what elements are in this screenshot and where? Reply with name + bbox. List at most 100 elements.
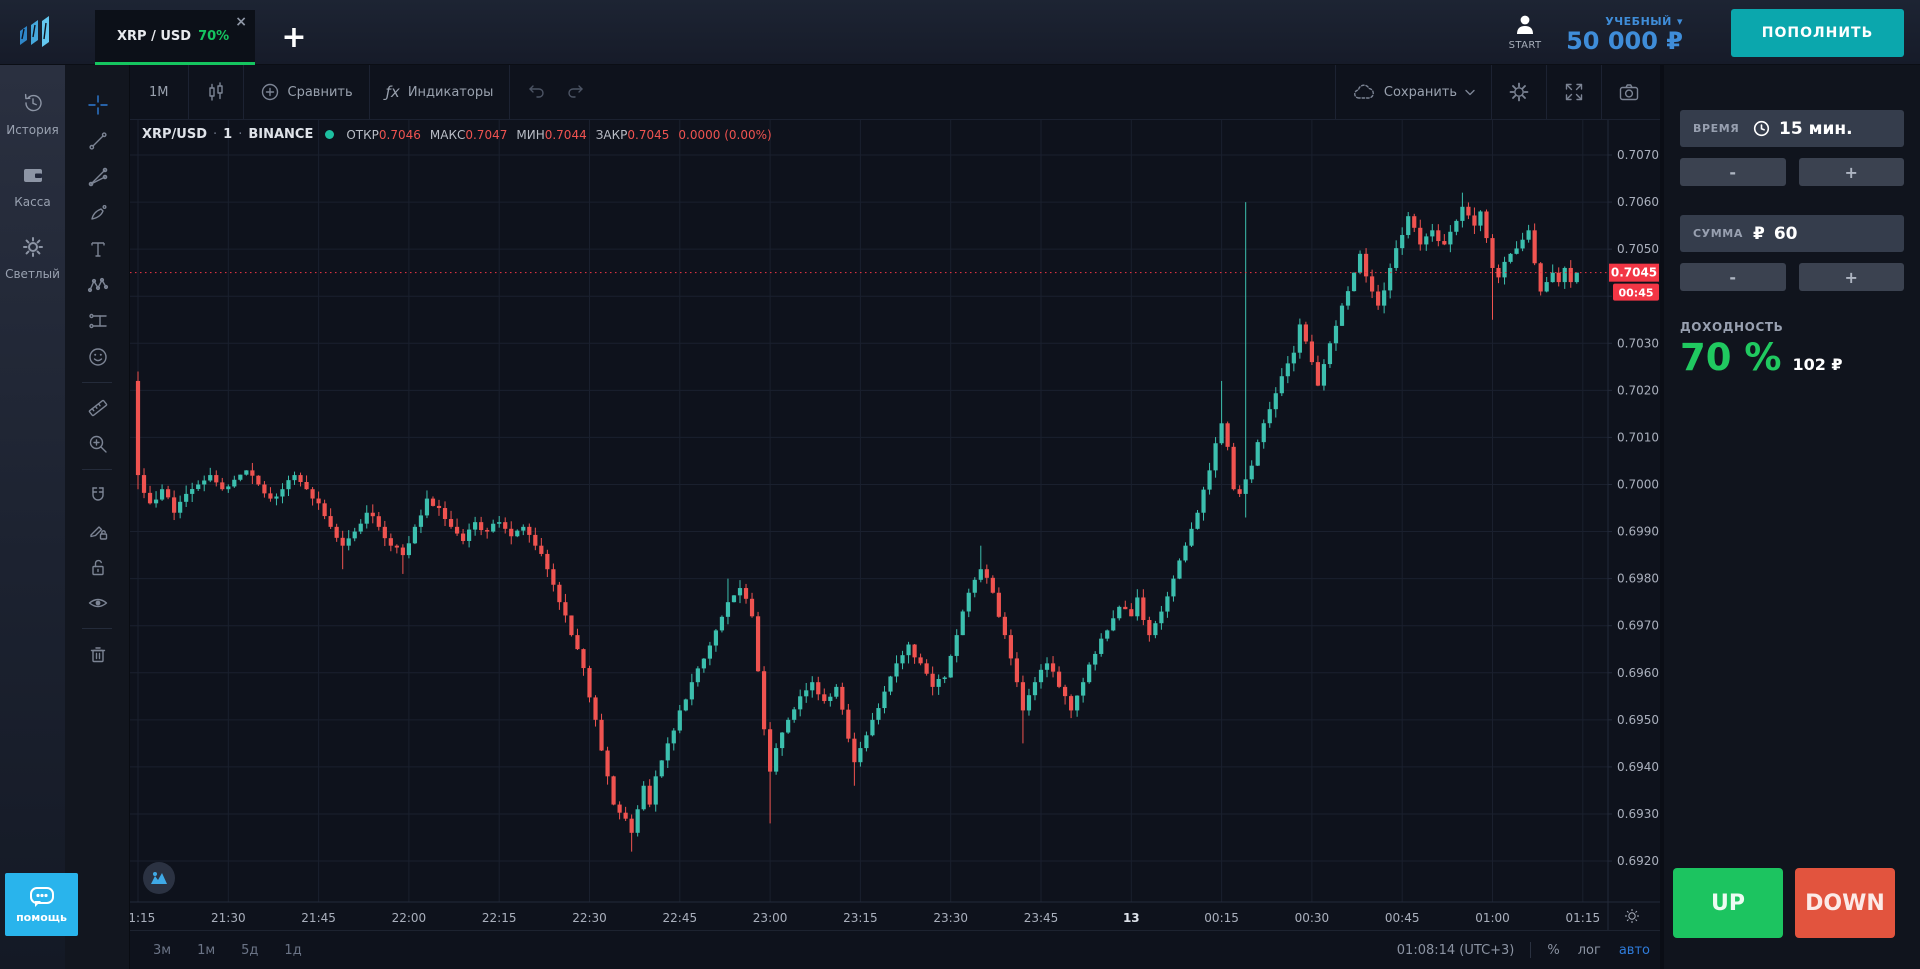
range-5d-button[interactable]: 5д: [241, 942, 259, 958]
ruler-icon: [88, 399, 107, 417]
svg-text:0.7010: 0.7010: [1617, 430, 1659, 444]
svg-text:0.6960: 0.6960: [1617, 666, 1659, 680]
amount-field[interactable]: СУММА ₽ 60: [1680, 215, 1904, 252]
svg-text:21:45: 21:45: [301, 911, 336, 925]
pencil-lock-icon: [89, 526, 107, 540]
sidebar-item-history[interactable]: История: [0, 91, 65, 137]
up-button[interactable]: UP: [1673, 868, 1783, 938]
clock-utc-label[interactable]: 01:08:14 (UTC+3): [1396, 942, 1515, 958]
indicators-label: Индикаторы: [407, 84, 494, 100]
range-1m-button[interactable]: 1м: [197, 942, 216, 958]
time-increase-button[interactable]: +: [1798, 158, 1904, 186]
lock-open-icon: [91, 559, 104, 576]
asset-tab-xrp-usd[interactable]: XRP / USD 70% ×: [95, 10, 255, 65]
time-field[interactable]: ВРЕМЯ 15 мин.: [1680, 110, 1904, 147]
market-status-dot: [325, 130, 335, 139]
svg-text:23:00: 23:00: [753, 911, 788, 925]
magnifier-plus-icon: [89, 435, 107, 453]
price-chart[interactable]: 0.70700.70600.70500.70400.70300.70200.70…: [130, 120, 1660, 930]
down-button[interactable]: DOWN: [1795, 868, 1895, 938]
percent-scale-button[interactable]: %: [1547, 942, 1560, 958]
toolbar-divider: [82, 382, 112, 383]
sidebar-item-theme-light[interactable]: Светлый: [0, 235, 65, 281]
save-layout-button[interactable]: Сохранить: [1334, 65, 1491, 119]
chart-area: 1М Сравнить ƒx Индикаторы Сохран: [130, 65, 1660, 969]
trend-line-icon: [88, 132, 107, 150]
interval-button[interactable]: 1М: [130, 65, 189, 119]
toolbar-divider: [82, 469, 112, 470]
gann-tool[interactable]: [65, 159, 130, 195]
open-value: 0.7046: [378, 127, 421, 142]
screenshot-button[interactable]: [1601, 65, 1660, 119]
undo-redo-group: [510, 65, 602, 119]
range-1d-button[interactable]: 1д: [284, 942, 302, 958]
payout-percent: 70 %: [1680, 336, 1782, 379]
undo-icon[interactable]: [526, 83, 546, 101]
lock-all-tool[interactable]: [65, 549, 130, 585]
svg-text:0.7050: 0.7050: [1617, 242, 1659, 256]
current-price-label: [1609, 263, 1659, 282]
redo-icon[interactable]: [566, 83, 586, 101]
chart-logo-button[interactable]: [143, 862, 175, 894]
measure-tool[interactable]: [65, 390, 130, 426]
countdown-label: [1613, 283, 1659, 301]
gear-icon: [1509, 82, 1529, 102]
svg-text:00:45: 00:45: [1385, 911, 1420, 925]
crosshair-cursor-tool[interactable]: [65, 87, 130, 123]
ruble-icon: ₽: [1753, 223, 1765, 244]
svg-text:01:15: 01:15: [1566, 911, 1601, 925]
compare-button[interactable]: Сравнить: [244, 65, 370, 119]
amount-decrease-button[interactable]: -: [1680, 263, 1786, 291]
interval-label: 1М: [149, 84, 169, 100]
asset-tab-payout: 70%: [198, 28, 230, 44]
chart-logo-icon: [151, 872, 167, 884]
brush-tool[interactable]: [65, 195, 130, 231]
magnet-mode-tool[interactable]: [65, 477, 130, 513]
chart-bottom-bar: 3м 1м 5д 1д 01:08:14 (UTC+3) % лог авто: [130, 930, 1660, 969]
svg-text:0.7030: 0.7030: [1617, 336, 1659, 350]
help-label: помощь: [16, 911, 67, 924]
svg-text:23:15: 23:15: [843, 911, 878, 925]
chart-settings-button[interactable]: [1491, 65, 1546, 119]
balance-selector[interactable]: УЧЕБНЫЙ ▾ 50 000 ₽: [1566, 10, 1683, 54]
camera-icon: [1619, 84, 1639, 101]
time-decrease-button[interactable]: -: [1680, 158, 1786, 186]
sidebar-item-label: Светлый: [5, 267, 60, 281]
remove-drawings-tool[interactable]: [65, 636, 130, 672]
fullscreen-button[interactable]: [1546, 65, 1601, 119]
zoom-in-tool[interactable]: [65, 426, 130, 462]
legend-symbol[interactable]: XRP/USD: [142, 127, 208, 142]
brush-icon: [90, 205, 107, 220]
svg-text:0.7060: 0.7060: [1617, 195, 1659, 209]
drawing-lock-tool[interactable]: [65, 513, 130, 549]
forecast-tool[interactable]: [65, 303, 130, 339]
add-tab-button[interactable]: +: [281, 20, 307, 55]
timezone-sun-icon: [1628, 912, 1636, 920]
emoji-tool[interactable]: [65, 339, 130, 375]
auto-scale-button[interactable]: авто: [1618, 942, 1650, 958]
help-button[interactable]: помощь: [5, 873, 78, 936]
indicators-button[interactable]: ƒx Индикаторы: [370, 65, 511, 119]
sidebar: История Касса Светлый помощь: [0, 65, 78, 969]
amount-increase-button[interactable]: +: [1798, 263, 1904, 291]
trend-line-tool[interactable]: [65, 123, 130, 159]
drawing-toolbar: [65, 65, 130, 969]
deposit-button[interactable]: ПОПОЛНИТЬ: [1731, 8, 1904, 57]
chart-style-button[interactable]: [189, 65, 244, 119]
trade-panel: ВРЕМЯ 15 мин. - + СУММА ₽ 60 - + ДОХОДНО…: [1664, 65, 1920, 969]
svg-text:00:15: 00:15: [1204, 911, 1239, 925]
svg-text:0.7000: 0.7000: [1617, 477, 1659, 491]
hide-drawings-tool[interactable]: [65, 585, 130, 621]
xabcd-pattern-tool[interactable]: [65, 267, 130, 303]
text-tool[interactable]: [65, 231, 130, 267]
close-tab-icon[interactable]: ×: [235, 14, 247, 30]
fx-icon: ƒx: [385, 83, 400, 101]
range-3m-button[interactable]: 3м: [153, 942, 172, 958]
sidebar-item-cashier[interactable]: Касса: [0, 163, 65, 209]
balance-value: 50 000 ₽: [1566, 27, 1683, 56]
time-value: 15 мин.: [1779, 118, 1853, 139]
log-scale-button[interactable]: лог: [1577, 942, 1601, 958]
account-menu-button[interactable]: START: [1498, 14, 1552, 51]
svg-text:0.6940: 0.6940: [1617, 760, 1659, 774]
clock-icon: [1753, 120, 1770, 137]
